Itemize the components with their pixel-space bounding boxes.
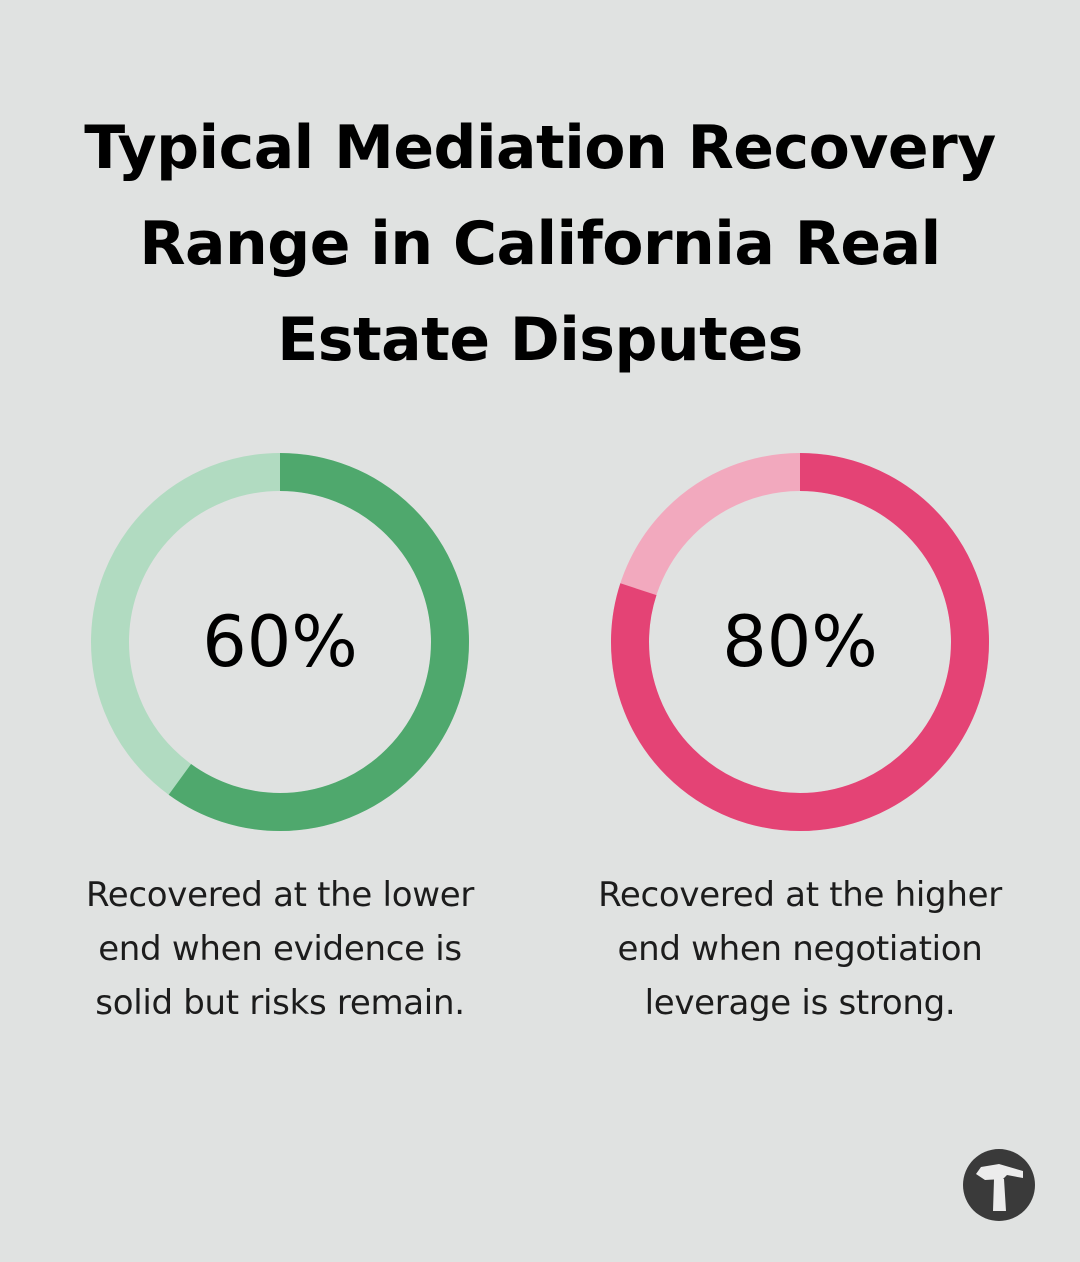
chart-title-line: Typical Mediation Recovery (84, 113, 996, 183)
donut-2-caption: Recovered at the higher end when negotia… (570, 868, 1030, 1030)
caption-line: leverage is strong. (644, 983, 956, 1023)
caption-line: solid but risks remain. (95, 983, 465, 1023)
chart-title-line: Range in California Real (139, 209, 941, 279)
caption-line: Recovered at the lower (85, 875, 475, 915)
donut-2-filled-arc (611, 453, 989, 831)
donut-2-value-label: 80% (722, 601, 878, 683)
donut-1-filled-arc (91, 453, 469, 831)
caption-line: end when evidence is (98, 929, 462, 969)
donut-chart-2: 80% (611, 453, 989, 831)
donut-1-caption: Recovered at the lower end when evidence… (50, 868, 510, 1030)
logo (963, 1149, 1035, 1221)
chart-title: Typical Mediation Recovery Range in Cali… (40, 100, 1040, 388)
donut-chart-2-svg (611, 453, 989, 831)
caption-line: Recovered at the higher (598, 875, 1002, 915)
donut-1-value-label: 60% (202, 601, 358, 683)
hammer-icon (976, 1164, 1023, 1211)
chart-title-line: Estate Disputes (277, 305, 803, 375)
donut-chart-1: 60% (91, 453, 469, 831)
donut-chart-1-svg (91, 453, 469, 831)
caption-line: end when negotiation (617, 929, 983, 969)
